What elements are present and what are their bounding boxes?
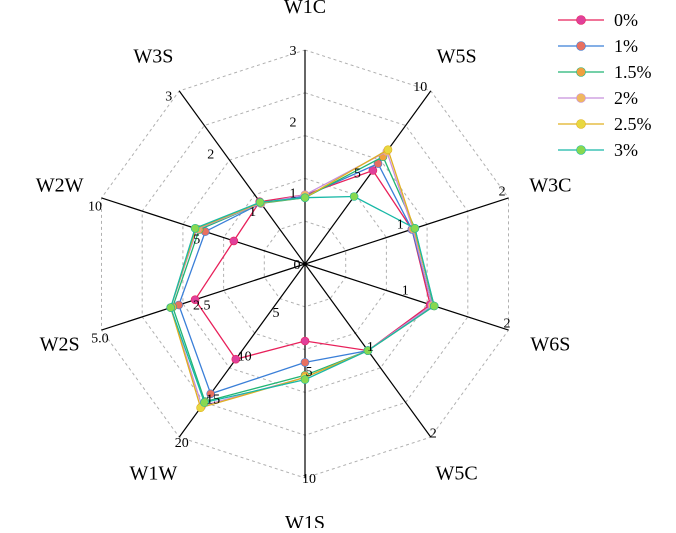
series-point-1-w1s <box>300 358 310 367</box>
tick-label-w1w-3: 20 <box>175 436 189 451</box>
series-line-4 <box>170 148 435 409</box>
axis-label-w1c: W1C <box>284 0 326 18</box>
series-point-4-w5s <box>383 145 393 154</box>
legend-marker-5 <box>576 145 586 155</box>
tick-label-w1c-2: 3 <box>290 44 297 59</box>
legend-label-4: 2.5% <box>614 114 652 134</box>
axis-label-w2s: W2S <box>40 334 80 356</box>
tick-label-w2w-0: 5 <box>193 233 200 248</box>
tick-label-w5s-0: 5 <box>354 167 361 182</box>
tick-label-w2w-1: 10 <box>88 200 102 215</box>
legend-marker-1 <box>576 41 586 51</box>
series-point-5-w1s <box>300 375 310 384</box>
tick-label-w1c-0: 1 <box>290 187 297 202</box>
legend-label-2: 1.5% <box>614 62 652 82</box>
series-line-3 <box>170 150 433 407</box>
legend-label-5: 3% <box>614 140 638 160</box>
tick-label-w3s-0: 1 <box>249 205 256 220</box>
legend: 0% 1% 1.5% 2% 2.5% 3% <box>558 10 652 160</box>
series-point-0-w2s <box>190 295 200 305</box>
axis-line-w2s <box>101 263 306 331</box>
tick-label-w2s-0: 2.5 <box>193 299 211 314</box>
axis-label-w1w: W1W <box>130 463 178 485</box>
legend-marker-0 <box>576 15 586 25</box>
tick-label-w1c-1: 2 <box>290 115 297 130</box>
series-point-5-w5c <box>363 346 373 355</box>
series-point-5-w5s <box>349 192 359 201</box>
series-layer <box>166 145 439 413</box>
axis-label-w6s: W6S <box>530 334 570 356</box>
series-point-5-w6s <box>429 301 439 311</box>
tick-label-w3s-2: 3 <box>165 90 172 105</box>
axis-line-w5s <box>304 90 432 265</box>
tick-label-w1s-0: 5 <box>306 365 313 380</box>
tick-label-w3c-0: 1 <box>397 217 404 232</box>
series-point-5-w3c <box>410 224 420 233</box>
series-point-5-w2w <box>190 224 200 233</box>
tick-label-w1w-0: 5 <box>273 306 280 321</box>
axis-label-w2w: W2W <box>36 174 84 196</box>
axis-line-w3s <box>178 90 306 265</box>
legend-marker-4 <box>576 119 586 129</box>
tick-label-w6s-1: 2 <box>504 317 511 332</box>
series-point-5-w3s <box>255 198 265 207</box>
legend-label-1: 1% <box>614 36 638 56</box>
tick-label-w1w-2: 15 <box>206 393 220 408</box>
tick-label-w5s-1: 10 <box>413 80 427 95</box>
label-layer: W1CW5SW3CW6SW5CW1SW1WW2SW2WW3S1235101212… <box>36 0 572 533</box>
tick-label-w6s-0: 1 <box>402 284 409 299</box>
legend-label-3: 2% <box>614 88 638 108</box>
axis-line-w6s <box>304 263 509 331</box>
tick-label-w5c-0: 1 <box>367 340 374 355</box>
axis-label-w1s: W1S <box>285 512 325 528</box>
axis-label-w3s: W3S <box>133 45 173 67</box>
axis-label-w5c: W5C <box>435 463 477 485</box>
series-point-1-w1w <box>206 389 215 399</box>
series-point-5-w1c <box>300 193 310 202</box>
tick-label-w3s-1: 2 <box>207 147 214 162</box>
axis-line-w3c <box>304 197 509 265</box>
axis-label-w3c: W3C <box>529 174 571 196</box>
series-point-0-w1s <box>300 336 310 346</box>
tick-label-w2s-1: 5.0 <box>91 332 109 347</box>
series-point-5-w2s <box>166 303 175 312</box>
legend-label-0: 0% <box>614 10 638 30</box>
center-label: 0 <box>294 258 301 273</box>
legend-marker-2 <box>576 67 586 77</box>
series-point-0-w2w <box>229 236 239 246</box>
axis-label-w5s: W5S <box>437 45 477 67</box>
tick-label-w1w-1: 10 <box>238 349 252 364</box>
series-point-5-w1w <box>200 398 209 407</box>
tick-label-w5c-1: 2 <box>430 426 437 441</box>
tick-label-w3c-1: 2 <box>499 184 506 199</box>
series-point-0-w1w <box>231 354 241 364</box>
tick-label-w1s-1: 10 <box>302 472 316 487</box>
legend-marker-3 <box>576 93 586 103</box>
